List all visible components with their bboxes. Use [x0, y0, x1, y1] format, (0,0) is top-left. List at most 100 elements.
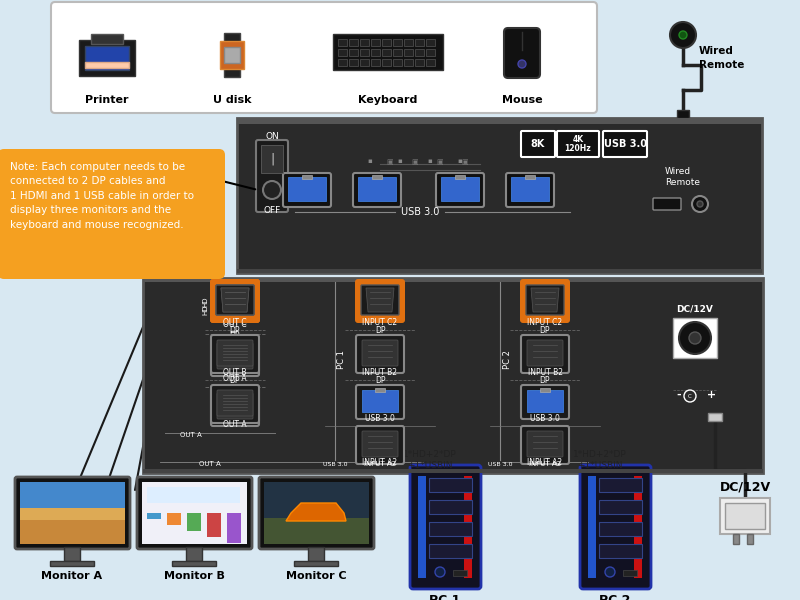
- Bar: [599, 544, 642, 558]
- Bar: [404, 49, 413, 56]
- Text: USB 3.0: USB 3.0: [365, 414, 395, 423]
- Text: ▪: ▪: [428, 158, 432, 164]
- Bar: [186, 547, 202, 561]
- FancyBboxPatch shape: [353, 173, 401, 207]
- Polygon shape: [366, 288, 394, 312]
- Text: USB 3.0: USB 3.0: [322, 462, 347, 467]
- Polygon shape: [221, 288, 249, 312]
- Text: HD: HD: [202, 305, 208, 315]
- Bar: [371, 49, 380, 56]
- Circle shape: [518, 60, 526, 68]
- Bar: [85, 62, 129, 68]
- Bar: [527, 390, 563, 412]
- Bar: [747, 534, 753, 544]
- Text: ▣: ▣: [412, 159, 418, 165]
- Bar: [371, 39, 380, 46]
- Circle shape: [605, 567, 615, 577]
- Polygon shape: [286, 503, 346, 521]
- Bar: [20, 482, 125, 544]
- Bar: [464, 476, 472, 578]
- Bar: [382, 59, 391, 66]
- Bar: [720, 498, 770, 534]
- FancyBboxPatch shape: [557, 131, 599, 157]
- Bar: [237, 269, 762, 273]
- Circle shape: [689, 332, 701, 344]
- FancyBboxPatch shape: [521, 385, 569, 419]
- Bar: [172, 561, 216, 566]
- Bar: [415, 39, 424, 46]
- FancyBboxPatch shape: [216, 285, 254, 315]
- Text: DC/12V: DC/12V: [677, 305, 714, 314]
- FancyBboxPatch shape: [362, 431, 398, 457]
- Bar: [349, 49, 358, 56]
- Text: ON: ON: [265, 132, 279, 141]
- Text: Wired
Remote: Wired Remote: [665, 167, 700, 187]
- Text: INPUT B2: INPUT B2: [527, 368, 562, 377]
- Bar: [382, 39, 391, 46]
- Text: INPUT A2: INPUT A2: [527, 458, 562, 467]
- Text: ▪: ▪: [398, 158, 402, 164]
- Text: DP: DP: [540, 376, 550, 385]
- FancyBboxPatch shape: [526, 285, 564, 315]
- Circle shape: [435, 567, 445, 577]
- Text: USB 3.0: USB 3.0: [530, 414, 560, 423]
- Text: OUT C: OUT C: [223, 318, 247, 327]
- FancyBboxPatch shape: [137, 477, 252, 549]
- Bar: [167, 513, 181, 525]
- Bar: [393, 49, 402, 56]
- Bar: [429, 522, 472, 536]
- Bar: [588, 476, 596, 578]
- Bar: [147, 487, 240, 503]
- Text: OUT C: OUT C: [223, 320, 247, 329]
- Text: USB 3.0: USB 3.0: [603, 139, 646, 149]
- FancyBboxPatch shape: [211, 385, 259, 423]
- Circle shape: [679, 322, 711, 354]
- FancyBboxPatch shape: [410, 465, 481, 589]
- Text: DP: DP: [374, 376, 386, 385]
- FancyBboxPatch shape: [520, 279, 570, 323]
- Bar: [393, 39, 402, 46]
- Text: 1*HD+2*DP
+1*USBIN: 1*HD+2*DP +1*USBIN: [403, 450, 457, 470]
- Circle shape: [679, 31, 687, 39]
- Bar: [142, 482, 247, 544]
- Bar: [418, 476, 426, 578]
- Bar: [333, 34, 443, 70]
- Bar: [725, 503, 765, 529]
- Bar: [338, 39, 347, 46]
- Bar: [349, 59, 358, 66]
- Text: DP: DP: [230, 384, 240, 393]
- Text: USB 3.0: USB 3.0: [401, 207, 439, 217]
- Bar: [429, 478, 472, 492]
- Text: 1*HD+2*DP
+1*USBIN: 1*HD+2*DP +1*USBIN: [573, 450, 627, 470]
- Bar: [733, 534, 739, 544]
- Text: ▪: ▪: [458, 158, 462, 164]
- Bar: [264, 518, 369, 544]
- Bar: [404, 59, 413, 66]
- Bar: [525, 175, 535, 179]
- Bar: [362, 390, 398, 412]
- FancyBboxPatch shape: [216, 285, 254, 315]
- Text: HD: HD: [202, 297, 208, 307]
- Text: PC 2: PC 2: [502, 350, 511, 370]
- Bar: [338, 49, 347, 56]
- FancyBboxPatch shape: [356, 385, 404, 419]
- Text: PC 1: PC 1: [338, 350, 346, 370]
- Bar: [453, 570, 467, 576]
- Bar: [441, 177, 479, 201]
- FancyBboxPatch shape: [217, 340, 253, 366]
- Text: OUT A: OUT A: [223, 420, 247, 429]
- Text: OUT A: OUT A: [199, 461, 221, 467]
- Text: C: C: [688, 394, 692, 398]
- Text: DP: DP: [230, 376, 240, 385]
- Bar: [382, 49, 391, 56]
- Text: 4K
120Hz: 4K 120Hz: [565, 134, 591, 154]
- Text: OUT A: OUT A: [223, 374, 247, 383]
- Text: Note: Each computer needs to be
connected to 2 DP cables and
1 HDMI and 1 USB ca: Note: Each computer needs to be connecte…: [10, 162, 194, 230]
- Text: PC 2: PC 2: [599, 594, 630, 600]
- Circle shape: [692, 196, 708, 212]
- Text: INPUT A2: INPUT A2: [362, 458, 398, 467]
- FancyBboxPatch shape: [211, 335, 259, 373]
- Bar: [224, 33, 240, 77]
- FancyBboxPatch shape: [361, 285, 399, 315]
- Bar: [455, 175, 465, 179]
